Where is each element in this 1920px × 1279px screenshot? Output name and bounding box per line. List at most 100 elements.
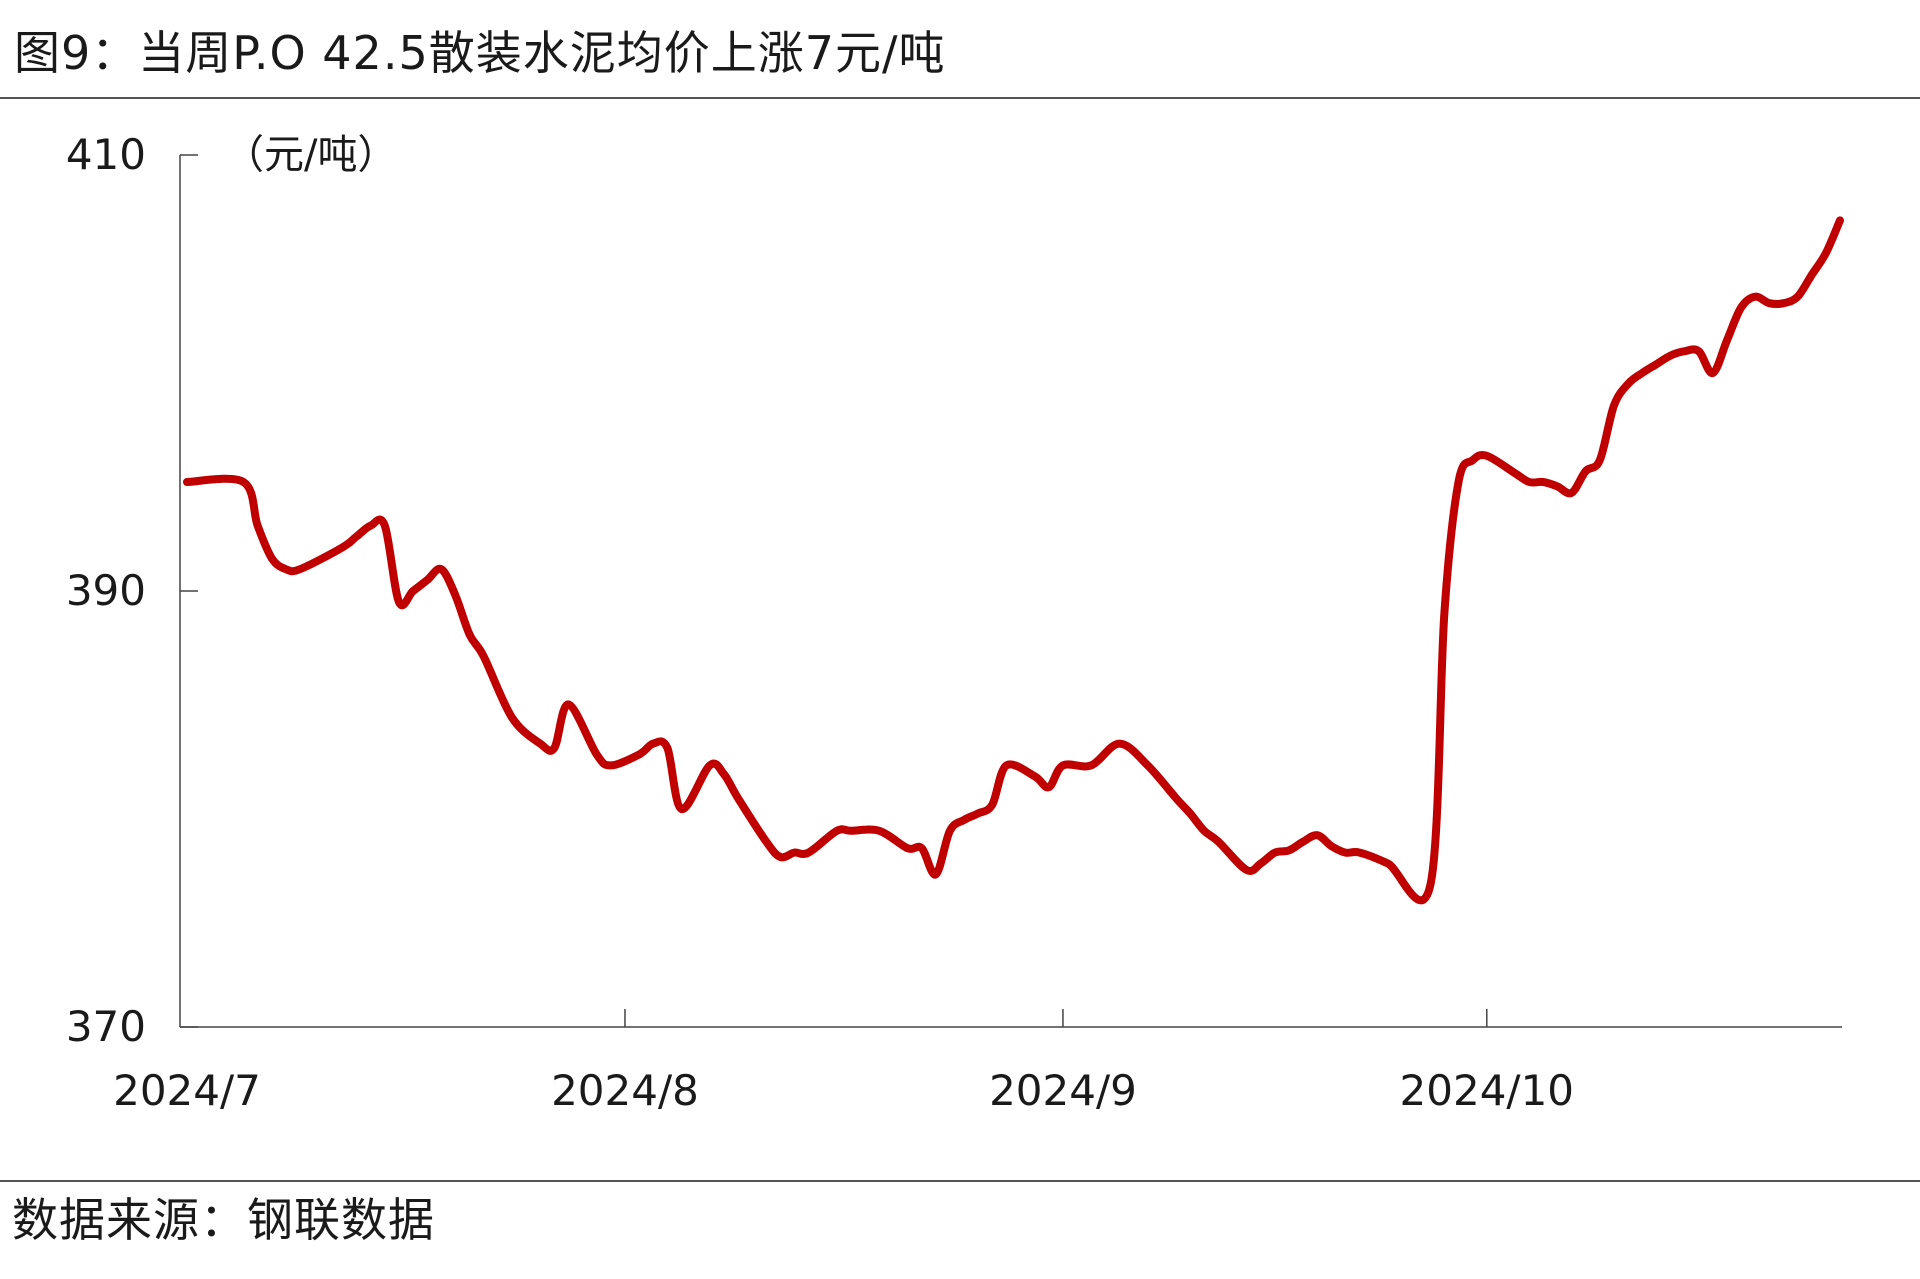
data-point <box>1048 786 1050 788</box>
data-point <box>666 747 669 749</box>
data-point <box>906 847 909 849</box>
data-point <box>1683 350 1686 353</box>
data-point <box>793 851 796 854</box>
data-point <box>1655 363 1658 366</box>
data-point <box>1697 350 1700 353</box>
data-point <box>1584 470 1587 472</box>
data-point <box>1062 764 1064 767</box>
data-point <box>1217 840 1220 843</box>
data-source: 数据来源：钢联数据 <box>12 1193 435 1247</box>
x-tick-label: 2024/10 <box>1400 1066 1574 1115</box>
data-point <box>1825 252 1827 254</box>
data-point <box>1118 742 1121 745</box>
data-point <box>1627 383 1629 385</box>
data-point <box>1740 306 1742 309</box>
data-point <box>949 830 951 832</box>
data-point <box>454 594 457 597</box>
y-axis-unit-label: （元/吨） <box>224 132 397 178</box>
data-point <box>539 742 541 745</box>
data-point <box>285 568 287 570</box>
data-point <box>440 568 443 570</box>
data-point <box>836 830 838 832</box>
data-point <box>1754 295 1756 298</box>
data-point <box>765 840 768 843</box>
y-tick-label: 390 <box>66 566 146 615</box>
data-point <box>1330 845 1333 847</box>
data-point <box>186 481 188 483</box>
data-point <box>1613 404 1615 407</box>
data-point <box>1274 851 1276 854</box>
data-point <box>299 568 301 570</box>
data-point <box>1033 775 1036 778</box>
data-point <box>1429 884 1432 887</box>
data-point <box>271 557 273 560</box>
data-point <box>935 873 937 876</box>
data-point <box>708 764 711 767</box>
price-line <box>183 216 1844 905</box>
data-point <box>991 803 994 806</box>
data-point <box>1641 372 1643 374</box>
data-point <box>1712 372 1714 374</box>
data-point <box>878 830 881 832</box>
data-point <box>680 808 683 810</box>
figure-title: 图9：当周P.O 42.5散装水泥均价上涨7元/吨 <box>14 26 946 80</box>
data-point <box>610 764 612 767</box>
data-point <box>511 716 513 719</box>
data-point <box>1570 492 1573 494</box>
data-point <box>977 812 979 815</box>
source-divider <box>0 1180 1920 1182</box>
data-point <box>779 856 782 858</box>
data-point <box>1245 869 1248 871</box>
data-point <box>1259 862 1262 865</box>
data-point <box>242 481 245 483</box>
data-point <box>1316 834 1319 836</box>
data-point <box>807 851 810 854</box>
data-point <box>1556 485 1559 488</box>
data-point <box>1090 764 1092 767</box>
y-tick-label: 410 <box>66 130 146 179</box>
data-point <box>737 797 739 799</box>
data-point <box>468 633 471 636</box>
chart-ticks: 370 390 410 2024/7 2024/8 2024/9 2024/10 <box>66 130 1574 1115</box>
data-point <box>482 655 485 658</box>
data-point <box>1726 339 1728 342</box>
data-point <box>1599 459 1601 462</box>
data-point <box>341 546 344 549</box>
data-point <box>920 847 923 849</box>
x-tick-label: 2024/8 <box>551 1066 699 1115</box>
data-point <box>1203 830 1205 832</box>
data-point <box>723 773 725 775</box>
data-point <box>1146 764 1149 767</box>
data-point <box>1358 851 1361 854</box>
data-point <box>1288 849 1290 852</box>
data-point <box>963 819 965 821</box>
data-point <box>638 753 640 756</box>
data-point <box>1669 354 1672 357</box>
data-point <box>1486 455 1488 457</box>
data-point <box>567 703 570 706</box>
data-point <box>850 830 852 832</box>
data-point <box>1768 302 1771 305</box>
data-point <box>1387 862 1389 865</box>
data-point <box>1796 295 1799 298</box>
data-point <box>1528 481 1530 483</box>
data-point <box>256 524 259 527</box>
data-point <box>595 753 598 756</box>
data-point <box>1542 481 1545 483</box>
x-tick-label: 2024/9 <box>989 1066 1137 1115</box>
data-point <box>1302 840 1304 843</box>
data-point <box>384 524 386 527</box>
data-point <box>1471 459 1474 462</box>
data-point <box>355 535 358 538</box>
title-divider <box>0 97 1920 99</box>
data-point <box>652 742 654 745</box>
data-point <box>1514 472 1516 475</box>
data-point <box>1839 219 1841 222</box>
data-point <box>369 524 372 527</box>
data-point <box>412 590 414 592</box>
y-tick-label: 370 <box>66 1002 146 1051</box>
data-point <box>1175 797 1177 799</box>
data-point <box>1457 481 1460 483</box>
data-point <box>1344 851 1347 854</box>
